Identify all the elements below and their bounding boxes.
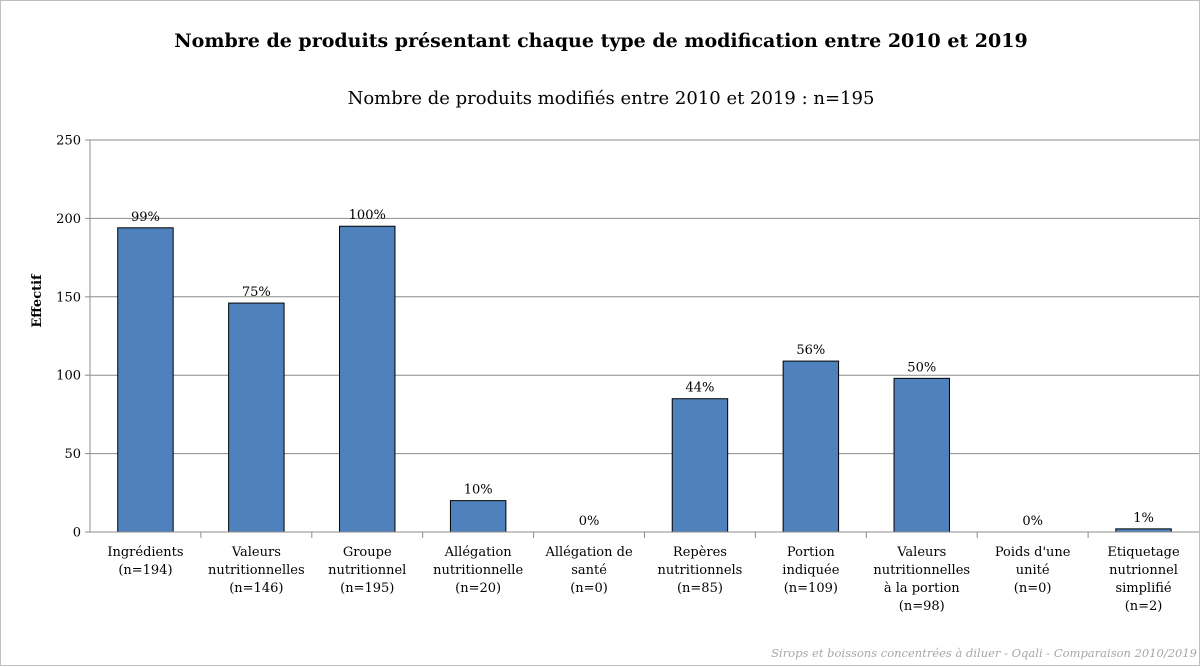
x-tick-label-line: nutritionnelles <box>873 563 970 578</box>
x-tick-label: Portion indiquée (n=109) <box>782 545 839 596</box>
x-tick-label-line: Etiquetage <box>1107 545 1180 560</box>
data-label: 75% <box>242 285 271 300</box>
bar <box>671 398 729 533</box>
x-tick-label-line: Repères <box>673 545 727 560</box>
chart-title: Nombre de produits présentant chaque typ… <box>174 30 1027 52</box>
data-label: 56% <box>796 343 825 358</box>
y-tick-label: 150 <box>56 290 81 305</box>
x-tick-label-line: Portion <box>787 545 835 560</box>
x-tick-label-line: (n=0) <box>570 581 608 596</box>
x-tick-label: Allégation nutritionnelle (n=20) <box>433 545 523 596</box>
bar <box>449 500 507 533</box>
x-tick-label-line: Valeurs <box>896 545 946 560</box>
data-labels: 99% 75% 100% 10% 0% 44% 56% 50% 0% 1% <box>131 208 1154 529</box>
y-tick-label: 0 <box>73 526 81 541</box>
bar <box>339 225 396 533</box>
x-tick-label-line: unité <box>1016 563 1050 578</box>
x-tick-label: Etiquetage nutrionnel simplifié (n=2) <box>1107 545 1180 614</box>
x-tick-label: Valeurs nutritionnelles à la portion (n=98) <box>873 545 970 614</box>
x-tick-label-line: (n=146) <box>229 581 283 596</box>
x-tick-label-line: (n=194) <box>118 563 172 578</box>
data-label: 1% <box>1133 511 1154 526</box>
x-tick-label-line: nutritionnel <box>328 563 406 578</box>
x-tick-label-line: Ingrédients <box>107 545 183 560</box>
data-label: 99% <box>131 210 160 225</box>
x-tick-label-line: nutritionnelles <box>208 563 305 578</box>
y-axis-ticks: 0 50 100 150 200 250 <box>56 134 90 541</box>
x-tick-label-line: nutritionnelle <box>433 563 523 578</box>
chart-subtitle: Nombre de produits modifiés entre 2010 e… <box>348 88 875 109</box>
x-tick-label-line: (n=195) <box>340 581 394 596</box>
x-tick-label-line: (n=0) <box>1014 581 1052 596</box>
x-tick-label: Ingrédients (n=194) <box>107 545 183 578</box>
y-tick-label: 100 <box>56 369 81 384</box>
x-tick-label-line: indiquée <box>782 563 839 578</box>
x-tick-label-line: à la portion <box>884 581 960 596</box>
x-tick-label: Allégation de santé (n=0) <box>544 545 633 596</box>
data-label: 0% <box>1022 514 1043 529</box>
x-tick-label: Repères nutritionnels (n=85) <box>658 545 743 596</box>
x-tick-label-line: Groupe <box>343 545 392 560</box>
x-tick-label-line: (n=98) <box>899 599 945 614</box>
x-tick-label-line: (n=109) <box>784 581 838 596</box>
x-tick-label-line: (n=85) <box>677 581 723 596</box>
x-tick-label-line: Allégation <box>444 545 513 560</box>
bar <box>117 227 174 533</box>
data-label: 100% <box>349 208 386 223</box>
data-label: 10% <box>464 483 493 498</box>
bars <box>117 225 1172 533</box>
bar <box>893 377 950 533</box>
x-tick-label-line: nutritionnels <box>658 563 743 578</box>
data-label: 50% <box>907 360 936 375</box>
y-axis-label: Effectif <box>30 273 45 328</box>
x-axis-ticks: Ingrédients (n=194)Valeurs nutritionnelles… <box>107 532 1180 614</box>
x-tick-label-line: Allégation de <box>544 545 633 560</box>
data-label: 44% <box>685 381 714 396</box>
x-tick-label: Groupe nutritionnel (n=195) <box>328 545 406 596</box>
bar <box>228 302 285 533</box>
x-tick-label-line: Valeurs <box>231 545 281 560</box>
x-tick-label-line: Poids d'une <box>995 545 1071 560</box>
x-tick-label-line: nutrionnel <box>1109 563 1178 578</box>
bar <box>782 360 840 533</box>
y-tick-label: 250 <box>56 134 81 149</box>
x-tick-label-line: (n=2) <box>1125 599 1163 614</box>
y-tick-label: 50 <box>64 447 81 462</box>
x-tick-label-line: santé <box>571 563 607 578</box>
x-tick-label: Poids d'une unité (n=0) <box>995 545 1071 596</box>
x-tick-label: Valeurs nutritionnelles (n=146) <box>208 545 305 596</box>
source-note: Sirops et boissons concentrées à diluer … <box>771 646 1197 660</box>
x-tick-label-line: simplifié <box>1115 581 1171 596</box>
x-tick-label-line: (n=20) <box>455 581 501 596</box>
y-tick-label: 200 <box>56 212 81 227</box>
data-label: 0% <box>579 514 600 529</box>
